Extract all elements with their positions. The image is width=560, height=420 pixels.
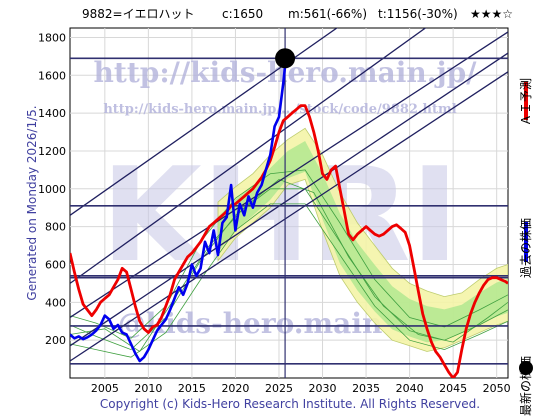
x-tick-label: 2045 <box>439 382 467 395</box>
header: 9882=イエロハット c:1650 m:561(-66%) t:1156(-3… <box>82 7 513 21</box>
legend: ＡＩ予測 過去の株価 最新の株価 <box>518 78 533 416</box>
y-tick-label: 600 <box>45 258 66 271</box>
series-lines <box>70 65 508 378</box>
header-min: m:561(-66%) <box>288 7 367 21</box>
generated-date: Generated on Monday 2026/1/5. <box>25 105 39 300</box>
x-tick-label: 2005 <box>91 382 119 395</box>
forecast-band <box>217 127 508 352</box>
x-tick-label: 2015 <box>178 382 206 395</box>
x-tick-label: 2030 <box>309 382 337 395</box>
legend-label-past: 過去の株価 <box>518 218 533 278</box>
trend-line <box>70 52 508 347</box>
simulation-path <box>70 203 508 358</box>
y-tick-label: 1000 <box>38 183 66 196</box>
forecast-band-area <box>217 127 508 352</box>
trend-line <box>70 71 508 362</box>
series-ai-forecast-line <box>70 104 508 378</box>
y-tick-label: 200 <box>45 334 66 347</box>
x-tick-label: 2020 <box>221 382 249 395</box>
legend-swatch-latest <box>519 361 533 375</box>
legend-label-latest: 最新の株価 <box>518 356 533 416</box>
y-tick-label: 1400 <box>38 107 66 120</box>
simulation-paths <box>70 169 508 358</box>
header-target: t:1156(-30%) <box>378 7 458 21</box>
latest-price-marker <box>275 48 296 69</box>
series-past-price-line <box>70 65 287 363</box>
header-code-name: 9882=イエロハット <box>82 7 194 21</box>
y-tick-label: 1200 <box>38 145 66 158</box>
header-current: c:1650 <box>222 7 263 21</box>
forecast-band-core <box>218 141 508 343</box>
header-rating: ★★★☆ <box>470 7 513 21</box>
y-tick-label: 800 <box>45 221 66 234</box>
trend-line <box>70 28 427 284</box>
x-tick-label: 2025 <box>265 382 293 395</box>
y-tick-label: 1600 <box>38 69 66 82</box>
legend-label-ai: ＡＩ予測 <box>519 78 533 126</box>
simulation-path <box>70 178 508 353</box>
y-tick-label: 400 <box>45 296 66 309</box>
x-tick-label: 2040 <box>396 382 424 395</box>
x-tick-label: 2010 <box>134 382 162 395</box>
x-tick-label: 2035 <box>352 382 380 395</box>
y-tick-label: 1800 <box>38 31 66 44</box>
axis-ticks: 2005 2010 2015 2020 2025 2030 2035 2040 2045 2050… <box>38 31 511 395</box>
trend-line <box>70 31 508 319</box>
latest-point-group <box>275 48 296 69</box>
copyright-footer: Copyright (c) Kids-Hero Research Institu… <box>100 397 480 411</box>
grid-lines <box>70 28 508 378</box>
x-tick-label: 2050 <box>483 382 511 395</box>
